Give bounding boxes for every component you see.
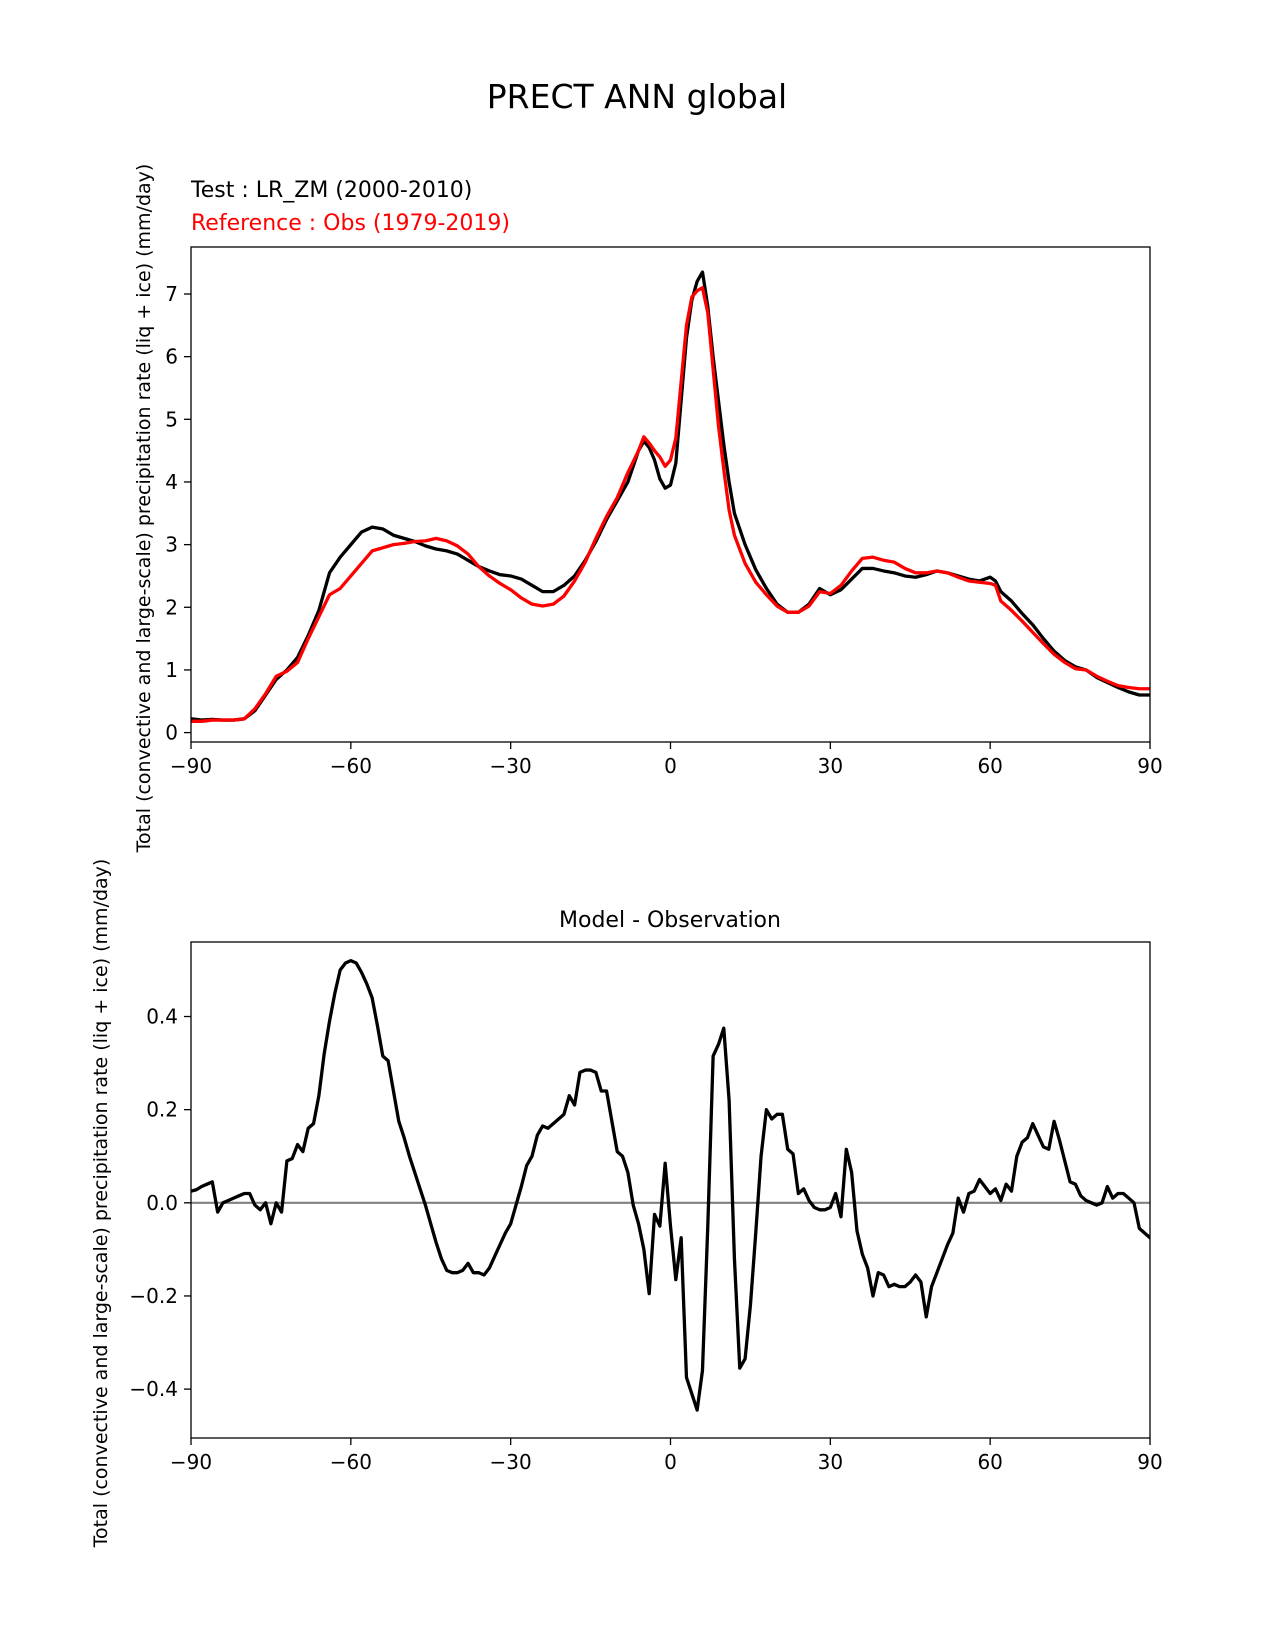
bottom-y-tick-label: −0.2 xyxy=(129,1284,178,1308)
top-y-tick-label: 3 xyxy=(165,533,178,557)
top-y-tick-label: 0 xyxy=(165,721,178,745)
bottom-panel: Model - Observation Total (convective an… xyxy=(90,859,1163,1549)
legend-reference-label: Reference : Obs (1979-2019) xyxy=(191,211,510,236)
top-x-tick-label: 90 xyxy=(1137,754,1162,778)
top-y-tick-label: 4 xyxy=(165,470,178,494)
top-x-tick-label: 30 xyxy=(818,754,843,778)
figure-title: PRECT ANN global xyxy=(487,77,787,116)
bottom-y-axis-label: Total (convective and large-scale) preci… xyxy=(90,859,112,1549)
top-x-tick-label: 60 xyxy=(977,754,1002,778)
top-series-line-0 xyxy=(191,270,1150,722)
top-y-tick-label: 2 xyxy=(165,595,178,619)
bottom-x-tick-label: 0 xyxy=(664,1450,677,1474)
bottom-x-tick-label: 90 xyxy=(1137,1450,1162,1474)
bottom-plot-area: −90 −60 −30 0 30 60 90 −0.4 −0.2 0.0 0.2 0.4 xyxy=(129,941,1163,1474)
top-y-tick-label: 6 xyxy=(165,345,178,369)
bottom-x-tick-label: −60 xyxy=(330,1450,372,1474)
bottom-y-tick-label: −0.4 xyxy=(129,1377,178,1401)
bottom-y-tick-label: 0.4 xyxy=(146,1005,178,1029)
top-y-tick-label: 1 xyxy=(165,658,178,682)
bottom-x-tick-label: −30 xyxy=(490,1450,532,1474)
top-y-tick-label: 7 xyxy=(165,282,178,306)
bottom-y-tick-label: 0.2 xyxy=(146,1098,178,1122)
top-y-tick-label: 5 xyxy=(165,407,178,431)
bottom-y-tick-label: 0.0 xyxy=(146,1191,178,1215)
top-series-line-1 xyxy=(191,286,1150,723)
top-plot-area: −90 −60 −30 0 30 60 90 0 1 2 3 4 5 6 7 xyxy=(165,246,1163,778)
bottom-x-tick-label: 60 xyxy=(977,1450,1002,1474)
top-y-axis-label: Total (convective and large-scale) preci… xyxy=(133,164,155,854)
legend-test-label: Test : LR_ZM (2000-2010) xyxy=(190,178,472,203)
bottom-x-tick-label: 30 xyxy=(818,1450,843,1474)
top-x-tick-label: −60 xyxy=(330,754,372,778)
bottom-panel-title: Model - Observation xyxy=(559,908,781,933)
top-x-tick-label: −90 xyxy=(170,754,212,778)
top-x-tick-label: 0 xyxy=(664,754,677,778)
top-panel: Test : LR_ZM (2000-2010) Reference : Obs… xyxy=(133,164,1163,854)
bottom-series-line-0 xyxy=(191,958,1150,1412)
bottom-x-tick-label: −90 xyxy=(170,1450,212,1474)
top-x-tick-label: −30 xyxy=(490,754,532,778)
